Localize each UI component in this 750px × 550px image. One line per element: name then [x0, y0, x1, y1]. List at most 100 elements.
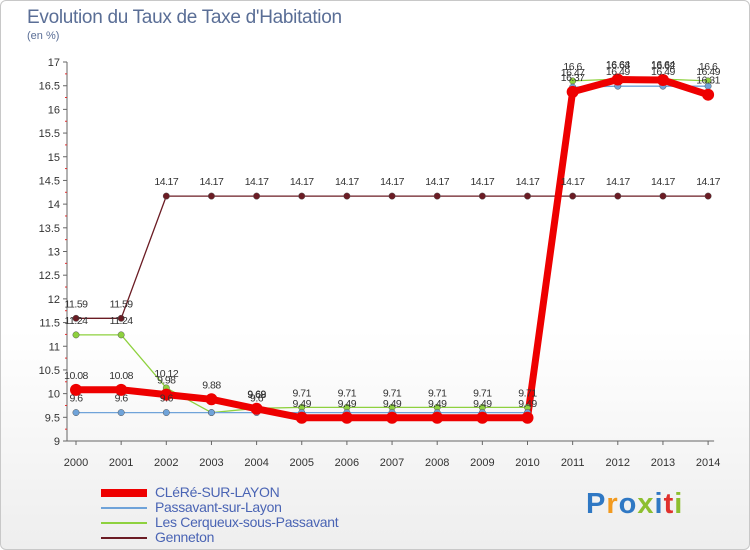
series-0-data-label: 14.17	[290, 176, 314, 188]
proxiti-logo: Proxiti	[586, 488, 683, 521]
series-3-point	[611, 73, 624, 86]
series-1-data-label: 9.69	[247, 388, 266, 400]
logo-letter: o	[618, 488, 638, 520]
series-2-data-label: 9.6	[115, 393, 129, 405]
legend-label: Genneton	[155, 529, 215, 545]
series-0-point	[478, 192, 486, 200]
series-3-data-label: 10.08	[109, 370, 133, 382]
series-3-data-label: 16.63	[606, 60, 630, 72]
series-1-data-label: 16.64	[606, 59, 630, 71]
series-3-data-label: 9.49	[473, 398, 492, 410]
x-tick-label: 2000	[64, 457, 88, 469]
y-tick-label: 16	[48, 104, 60, 116]
legend-label: Passavant-sur-Layon	[155, 499, 282, 515]
series-3-point	[115, 383, 128, 396]
series-3-point	[566, 85, 579, 98]
series-3-data-label: 9.68	[247, 389, 266, 401]
series-0-point	[433, 192, 441, 200]
series-3-point	[295, 411, 308, 424]
y-tick-label: 11	[49, 341, 60, 353]
x-tick-label: 2010	[515, 457, 539, 469]
series-1-data-label: 11.24	[110, 315, 134, 327]
series-3-data-label: 9.88	[202, 379, 221, 391]
series-0-point	[298, 192, 306, 200]
series-1-data-label: 9.71	[428, 387, 447, 399]
series-3-data-label: 9.98	[157, 375, 176, 387]
series-3-point	[702, 88, 715, 101]
series-2-data-label: 16.47	[561, 67, 585, 79]
series-1-data-label: 9.71	[383, 387, 402, 399]
logo-letter: r	[606, 488, 619, 520]
series-2-data-label: 16.49	[696, 66, 720, 78]
logo-letter: i	[654, 488, 664, 520]
y-tick-label: 12	[48, 294, 60, 306]
series-0-data-label: 14.17	[651, 176, 675, 188]
x-tick-label: 2013	[651, 457, 675, 469]
series-0-line	[76, 195, 709, 319]
legend-swatch	[101, 489, 147, 497]
series-3-data-label: 9.49	[338, 398, 357, 410]
series-1-data-label: 10.12	[154, 368, 178, 380]
series-3-data-label: 16.37	[561, 72, 585, 84]
series-3-point	[476, 411, 489, 424]
series-1-point	[72, 331, 80, 339]
series-0-data-label: 14.17	[380, 176, 404, 188]
series-2-data-label: 9.6	[250, 393, 264, 405]
x-tick-label: 2005	[290, 457, 314, 469]
series-3-point	[521, 411, 534, 424]
chart-title: Evolution du Taux de Taxe d'Habitation	[27, 7, 342, 28]
series-1-data-label: 9.71	[473, 387, 492, 399]
y-tick-label: 11.5	[39, 318, 60, 330]
series-1-point	[117, 331, 125, 339]
series-3-data-label: 16.62	[651, 60, 675, 72]
logo-letter: x	[637, 488, 655, 520]
x-tick-label: 2009	[470, 457, 494, 469]
y-tick-label: 15.5	[39, 128, 60, 140]
series-0-data-label: 14.17	[696, 176, 720, 188]
series-0-point	[569, 192, 577, 200]
unit-label: (en %)	[27, 30, 60, 42]
series-3-point	[250, 402, 263, 415]
y-tick-label: 13.5	[39, 223, 60, 235]
series-0-point	[388, 192, 396, 200]
series-1-data-label: 9.71	[518, 387, 537, 399]
x-tick-label: 2011	[561, 457, 585, 469]
series-2-data-label: 9.6	[69, 393, 83, 405]
x-tick-label: 2004	[244, 457, 268, 469]
series-0-data-label: 14.17	[561, 176, 585, 188]
series-2-point	[72, 409, 80, 417]
series-0-point	[253, 192, 261, 200]
series-3-data-label: 9.49	[293, 398, 312, 410]
series-1-data-label: 16.6	[699, 61, 718, 73]
series-3-data-label: 10.08	[64, 370, 88, 382]
logo-letter: P	[586, 488, 607, 520]
x-tick-label: 2002	[154, 457, 178, 469]
x-tick-label: 2003	[199, 457, 223, 469]
y-tick-label: 14.5	[39, 175, 60, 187]
series-1-data-label: 9.71	[338, 387, 357, 399]
series-2-point	[208, 409, 215, 417]
series-2-data-label: 9.6	[160, 393, 174, 405]
series-2-data-label: 16.49	[606, 66, 630, 78]
x-tick-label: 2006	[335, 457, 359, 469]
series-0-point	[72, 314, 80, 322]
series-1-data-label: 11.24	[65, 315, 89, 327]
y-tick-label: 10.5	[39, 365, 60, 377]
series-2-data-label: 16.49	[651, 66, 675, 78]
series-0-data-label: 14.17	[516, 176, 540, 188]
series-0-point	[117, 314, 125, 322]
series-2-point	[117, 409, 125, 417]
series-3-point	[340, 411, 353, 424]
y-tick-label: 17	[48, 57, 60, 69]
series-3-data-label: 9.49	[428, 398, 447, 410]
x-tick-label: 2001	[109, 457, 133, 469]
series-0-point	[208, 192, 215, 200]
x-tick-label: 2014	[696, 457, 720, 469]
y-tick-label: 9	[54, 436, 60, 448]
series-3-point	[205, 393, 218, 406]
series-2-line	[76, 85, 709, 414]
series-3-point	[160, 388, 173, 401]
series-3-point	[70, 383, 82, 396]
